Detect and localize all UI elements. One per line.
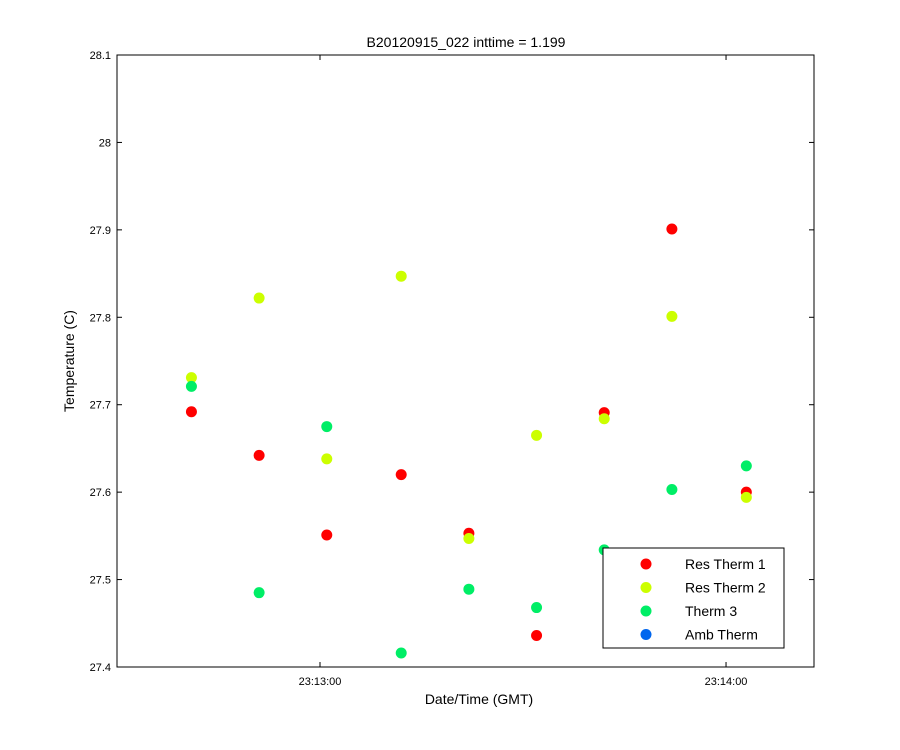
legend-marker	[640, 629, 652, 640]
data-point	[740, 460, 752, 472]
data-point	[321, 529, 333, 541]
data-point	[321, 421, 333, 433]
data-point	[185, 406, 197, 418]
y-tick-label: 27.5	[90, 575, 111, 587]
data-point	[395, 647, 407, 659]
y-tick-label: 27.7	[90, 400, 111, 412]
y-tick-label: 27.9	[90, 225, 111, 237]
legend-label: Therm 3	[685, 603, 737, 619]
y-tick-label: 28	[99, 137, 111, 149]
data-point	[463, 532, 475, 544]
y-axis-label: Temperature (C)	[61, 310, 77, 412]
series-res-therm-2	[185, 270, 752, 544]
data-point	[666, 223, 678, 235]
legend-label: Res Therm 1	[685, 556, 766, 572]
data-point	[666, 310, 678, 322]
points-layer	[185, 223, 752, 659]
y-tick-label: 27.4	[90, 662, 111, 674]
data-point	[253, 292, 265, 304]
legend-entries: Res Therm 1 Res Therm 2 Therm 3 Amb Therm	[640, 556, 766, 643]
data-point	[253, 587, 265, 599]
y-tick-label: 27.8	[90, 312, 111, 324]
data-point	[531, 602, 543, 614]
data-point	[395, 469, 407, 481]
legend-label: Amb Therm	[685, 627, 758, 643]
legend-box	[602, 547, 785, 649]
x-tick-label: 23:13:00	[299, 676, 342, 688]
x-axis-label: Date/Time (GMT)	[425, 691, 533, 707]
data-point	[531, 630, 543, 642]
y-tick-label: 27.6	[90, 487, 111, 499]
data-point	[598, 413, 610, 425]
y-tick-label: 28.1	[90, 50, 111, 62]
data-point	[666, 484, 678, 496]
chart-title: B20120915_022 inttime = 1.199	[367, 34, 566, 50]
legend: Res Therm 1 Res Therm 2 Therm 3 Amb Therm	[602, 547, 785, 649]
data-point	[531, 429, 543, 441]
data-point	[185, 372, 197, 384]
x-tick-label: 23:14:00	[705, 676, 748, 688]
legend-marker	[640, 605, 652, 617]
legend-marker	[640, 582, 652, 593]
data-point	[740, 491, 752, 503]
data-point	[253, 449, 265, 461]
ticks-layer: 27.4 27.5 27.6 27.7 27.8 27.9 28 28.1 23:13:00 23…	[90, 50, 814, 688]
data-point	[463, 583, 475, 595]
series-therm-3	[185, 380, 752, 659]
data-point	[321, 453, 333, 465]
data-point	[185, 380, 197, 392]
legend-label: Res Therm 2	[685, 580, 766, 596]
legend-marker	[640, 558, 652, 570]
data-point	[395, 270, 407, 282]
